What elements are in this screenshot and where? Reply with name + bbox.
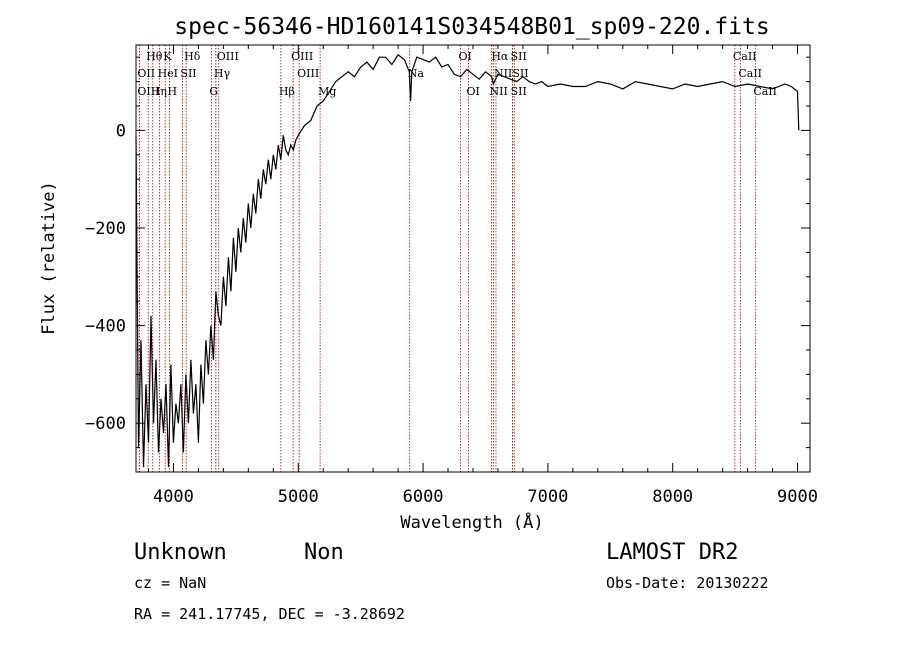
line-marker-label-14: Na	[408, 67, 425, 80]
line-marker-label-6: Hα	[491, 50, 509, 63]
line-marker-label-26: SII	[511, 85, 527, 98]
line-marker-label-12: Hγ	[214, 67, 231, 80]
line-marker-label-8: CaII	[733, 50, 757, 63]
line-marker-label-23: Mg	[318, 85, 336, 98]
line-marker-label-4: OIII	[291, 50, 313, 63]
x-tick-label-1: 5000	[278, 487, 319, 507]
y-tick-label-2: −200	[85, 219, 126, 239]
x-tick-label-4: 8000	[652, 487, 693, 507]
object-subclass: Non	[304, 540, 344, 565]
x-tick-label-5: 9000	[777, 487, 818, 507]
y-axis-label: Flux (relative)	[39, 181, 59, 335]
line-marker-label-3: OIII	[217, 50, 239, 63]
line-marker-label-18: OIII	[137, 85, 159, 98]
x-tick-label-3: 7000	[527, 487, 568, 507]
spectrum-line	[135, 53, 800, 468]
line-marker-label-9: OII	[137, 67, 155, 80]
observation-date: Obs-Date: 20130222	[606, 574, 769, 592]
coordinates-text: RA = 241.17745, DEC = -3.28692	[134, 605, 405, 623]
y-axis-ticks: −600 −400 −200 0	[85, 56, 810, 473]
line-marker-label-20: H	[167, 85, 177, 98]
line-marker-label-1: K	[163, 50, 172, 63]
line-marker-label-19: Hη	[151, 85, 167, 98]
line-marker-label-16: SII	[512, 67, 528, 80]
y-tick-label-0: −600	[85, 414, 126, 434]
line-marker-label-7: SII	[511, 50, 527, 63]
line-marker-label-10: HeI	[158, 67, 178, 80]
y-tick-label-1: −400	[85, 317, 126, 337]
line-marker-label-2: Hδ	[184, 50, 201, 63]
x-tick-label-2: 6000	[403, 487, 444, 507]
line-marker-label-21: G	[209, 85, 218, 98]
x-tick-label-0: 4000	[153, 487, 194, 507]
chart-title: spec-56346-HD160141S034548B01_sp09-220.f…	[174, 14, 769, 40]
line-marker-label-15: NII	[494, 67, 512, 80]
object-class: Unknown	[134, 540, 227, 565]
y-tick-label-3: 0	[116, 121, 126, 141]
line-marker-label-17: CaII	[738, 67, 762, 80]
line-marker-label-11: SII	[180, 67, 196, 80]
line-marker-label-13: OIII	[297, 67, 319, 80]
line-marker-label-0: Hθ	[146, 50, 163, 63]
survey-name: LAMOST DR2	[606, 540, 738, 565]
x-axis-label: Wavelength (Å)	[400, 511, 543, 533]
redshift-text: cz = NaN	[134, 574, 206, 592]
line-markers	[138, 45, 756, 472]
line-marker-label-24: OI	[467, 85, 480, 98]
line-marker-label-5: OI	[459, 50, 472, 63]
line-marker-label-22: Hβ	[279, 85, 295, 98]
x-axis-ticks: 4000 5000 6000 7000 8000 9000	[147, 45, 818, 507]
line-marker-label-25: NII	[489, 85, 507, 98]
